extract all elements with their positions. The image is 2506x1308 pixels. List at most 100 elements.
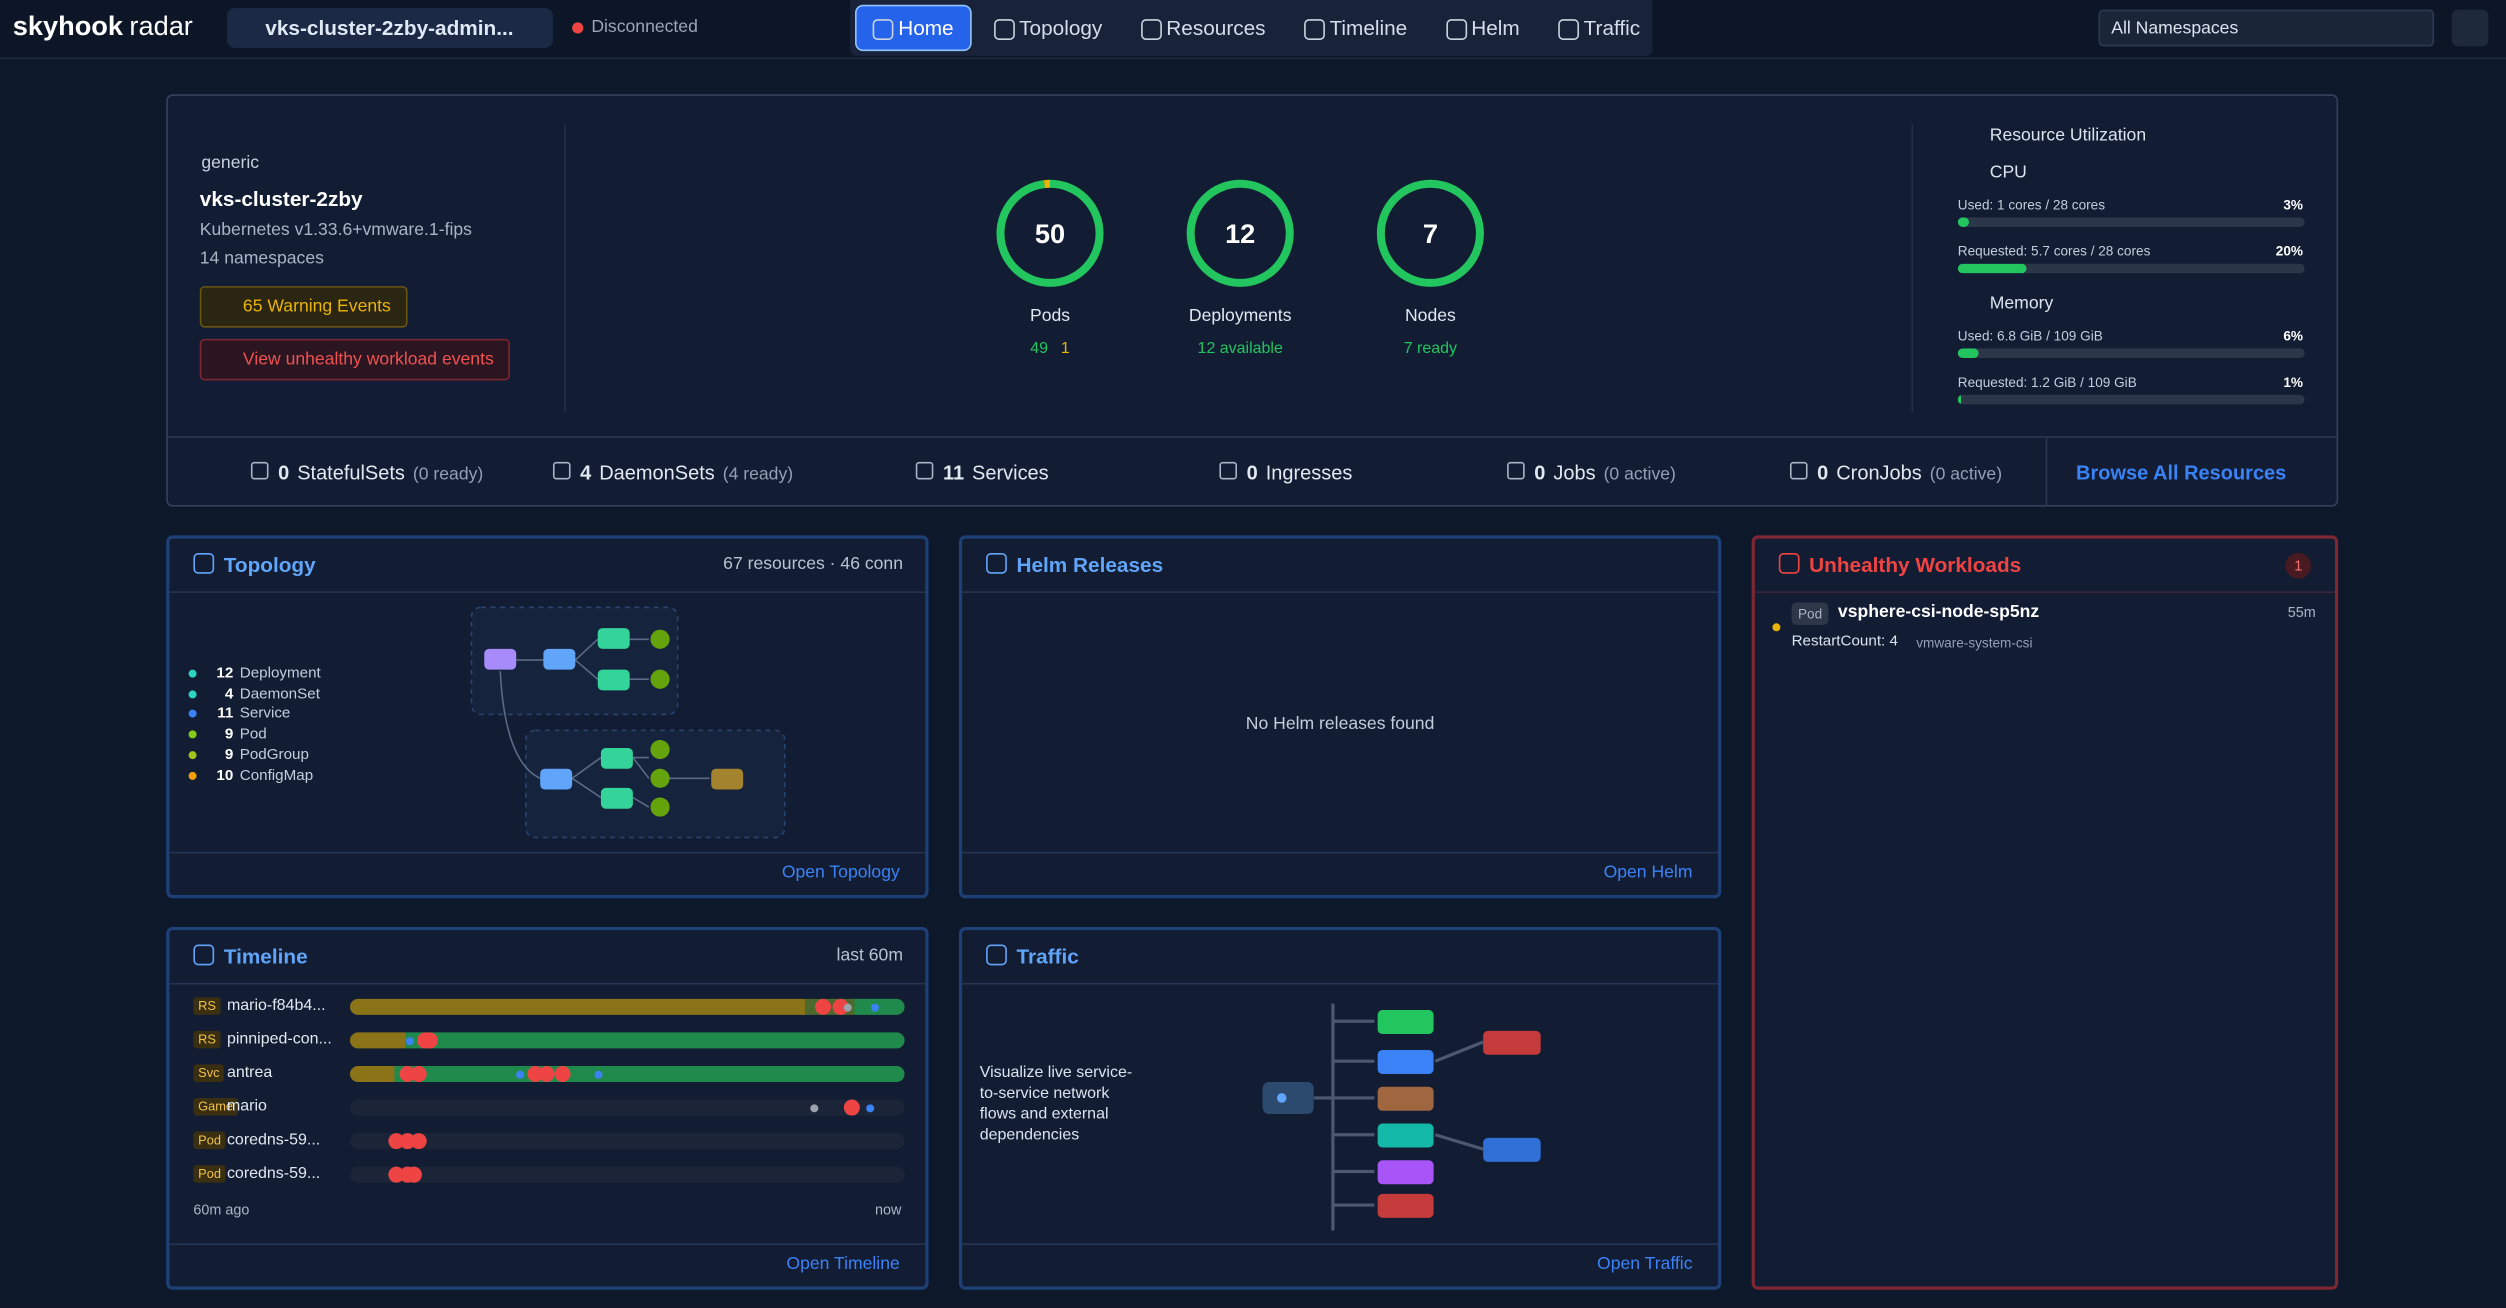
util-title: Resource Utilization xyxy=(1989,126,2147,146)
shape xyxy=(600,747,633,769)
browse-link[interactable]: Browse All Resources xyxy=(2076,461,2287,485)
resource-note: (0 active) xyxy=(1603,465,1676,485)
card-link[interactable]: Open Traffic xyxy=(1597,1254,1693,1274)
event-dot xyxy=(594,1069,602,1078)
shape xyxy=(1377,1010,1434,1035)
kind-chip: RS xyxy=(193,997,221,1015)
resource-count: 4 xyxy=(580,461,592,485)
unhealthy-events[interactable]: View unhealthy workload events xyxy=(199,338,510,381)
workload-detail: RestartCount: 4 xyxy=(1791,632,1898,651)
card-meta: 67 resources · 46 conn xyxy=(723,554,903,574)
util-fill xyxy=(1957,217,1969,227)
event-dot xyxy=(516,1069,525,1078)
helm-card: Helm Releases No Helm releases found Ope… xyxy=(958,535,1722,899)
stat-ring xyxy=(1186,179,1294,287)
theme-toggle[interactable] xyxy=(2451,9,2489,47)
card-link[interactable]: Open Helm xyxy=(1603,863,1693,883)
logo-text: skyhook xyxy=(12,11,124,42)
nav-item[interactable]: Resources xyxy=(1125,6,1282,49)
resource-item[interactable]: 0 Jobs (0 active) xyxy=(1507,461,1676,485)
shape xyxy=(1377,1160,1434,1185)
resource-item[interactable]: 11 Services xyxy=(915,461,1049,485)
shape xyxy=(650,739,670,760)
event-dot xyxy=(810,1103,819,1112)
card-link[interactable]: Open Timeline xyxy=(786,1254,900,1274)
status-dot xyxy=(1772,623,1781,632)
nav-item[interactable]: Timeline xyxy=(1288,6,1423,49)
cluster-name: vks-cluster-2zby xyxy=(199,186,363,211)
card-title: Timeline xyxy=(223,944,308,969)
card-meta: last 60m xyxy=(836,946,903,966)
card-footer: Open Helm xyxy=(962,851,1719,895)
card-link[interactable]: Open Topology xyxy=(781,863,900,883)
cluster-select[interactable]: vks-cluster-2zby-admin... xyxy=(226,7,553,48)
row-name: coredns-59... xyxy=(226,1165,321,1183)
event-dot xyxy=(843,1002,852,1011)
timeline-track xyxy=(350,998,905,1015)
shape xyxy=(1483,1030,1541,1055)
nav-item[interactable]: Traffic xyxy=(1542,6,1656,49)
event-dot xyxy=(871,1002,880,1011)
resource-name: CronJobs xyxy=(1836,461,1922,485)
warning-events[interactable]: 65 Warning Events xyxy=(199,286,407,328)
shape xyxy=(986,552,1007,574)
timeline-track xyxy=(350,1065,905,1082)
resource-item[interactable]: 4 DaemonSets (4 ready) xyxy=(552,461,794,485)
nav-item[interactable]: Home xyxy=(855,4,972,52)
shape xyxy=(1313,1003,1484,1231)
kind-chip: RS xyxy=(193,1030,221,1049)
unhealthy-card: Unhealthy Workloads 1 Pod vsphere-csi-nod… xyxy=(1751,535,2339,1290)
resource-name: Services xyxy=(972,461,1049,485)
legend-dot xyxy=(188,750,197,759)
resource-icon xyxy=(1507,461,1525,480)
divider xyxy=(167,436,2337,438)
workload-name[interactable]: vsphere-csi-node-sp5nz xyxy=(1837,602,2040,622)
legend-count: 12 xyxy=(216,664,234,683)
shape xyxy=(193,944,215,966)
namespace-select[interactable]: All Namespaces xyxy=(2098,9,2435,47)
resource-note: (0 active) xyxy=(1929,465,2003,485)
util-bar xyxy=(1957,394,2305,405)
shape xyxy=(1483,1137,1541,1162)
shape xyxy=(499,638,710,808)
card-footer: Open Topology xyxy=(169,851,926,895)
stat-status: 49 1 xyxy=(970,340,1130,358)
kind-chip: Pod xyxy=(1791,602,1829,625)
resource-name: Jobs xyxy=(1553,461,1596,485)
resource-count: 11 xyxy=(942,461,965,485)
legend-name: Deployment xyxy=(239,664,321,683)
resource-icon xyxy=(1789,461,1808,480)
shape xyxy=(597,628,630,649)
card-header: Topology 67 resources · 46 conn xyxy=(169,539,926,593)
resource-note: (4 ready) xyxy=(722,465,794,485)
nav-item[interactable]: Topology xyxy=(978,6,1119,49)
logo: skyhook radar xyxy=(13,11,193,43)
ring-segment xyxy=(996,179,1104,287)
util-text: Used: 6.8 GiB / 109 GiB xyxy=(1957,327,2103,344)
card-header: Helm Releases xyxy=(962,539,1719,593)
resource-icon xyxy=(250,461,269,480)
timeline-track xyxy=(350,1166,905,1183)
resource-item[interactable]: 0 CronJobs (0 active) xyxy=(1789,461,2003,485)
event-dot xyxy=(843,1099,860,1116)
nav-item[interactable]: Helm xyxy=(1430,6,1536,49)
shape xyxy=(986,944,1007,966)
resource-item[interactable]: 0 StatefulSets (0 ready) xyxy=(250,461,483,484)
resource-item[interactable]: 0 Ingresses xyxy=(1219,461,1352,485)
card-title: Traffic xyxy=(1016,944,1079,969)
event-dot xyxy=(832,998,849,1015)
top-bar: skyhook radar vks-cluster-2zby-admin... D… xyxy=(0,0,2506,60)
ring-segment xyxy=(1376,179,1484,287)
timeline-card: Timeline last 60m 60m ago now Open Timeli… xyxy=(166,926,929,1290)
row-name: coredns-59... xyxy=(226,1131,321,1150)
util-bar xyxy=(1957,217,2305,227)
connection-status: Disconnected xyxy=(572,18,698,37)
topology-preview xyxy=(470,606,786,839)
event-dot xyxy=(410,1133,427,1150)
shape xyxy=(1276,1093,1287,1103)
topology-card: Topology 67 resources · 46 conn Open Topo… xyxy=(166,535,929,899)
resource-count: 0 xyxy=(1246,461,1258,485)
divider xyxy=(564,124,566,413)
kind-chip: Svc xyxy=(193,1064,225,1082)
